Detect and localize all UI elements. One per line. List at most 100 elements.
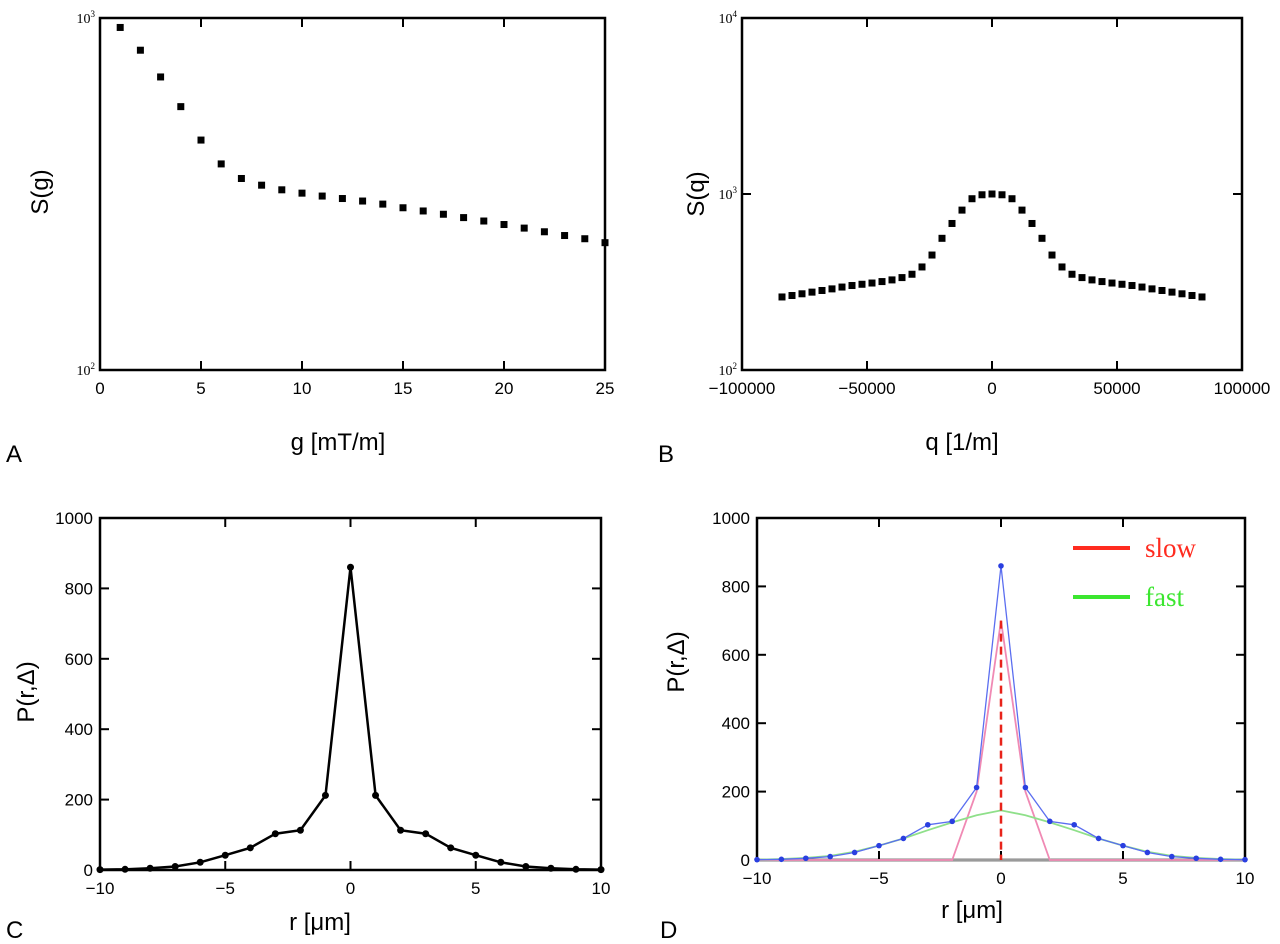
panel-d-total-point [754,856,760,863]
panel-d-ytick-label: 600 [722,646,750,665]
panel-d-xtick-label: 5 [1118,869,1127,888]
panel-d-total-point [1022,784,1029,791]
panel-a-xlabel: g [mT/m] [291,429,386,456]
panel-b-data-point [818,286,826,294]
panel-c-chart: −10 −5 0 5 10 0 200 400 600 800 1000 [55,509,610,898]
panel-b-xtick-label: 0 [987,379,996,398]
panel-b-data-point [788,292,796,300]
panel-a-data-point [197,136,205,144]
panel-d-ytick-label: 0 [741,851,750,870]
panel-b-data-point [978,191,986,199]
panel-d-total-point [803,855,809,862]
panel-b-data-point [1028,219,1036,227]
panel-b-data-point [1138,283,1146,291]
panel-b-data-point [878,278,886,286]
panel-a-data-point [116,23,124,31]
panel-a-data-point [157,73,165,81]
panel-a-xtick-label: 0 [95,379,104,398]
panel-c-xtick-label: 0 [346,879,355,898]
panel-c-data-point [221,851,229,859]
panel-c-ytick-label: 400 [65,720,93,739]
panel-c-ylabel: P(r,Δ) [13,661,40,722]
panel-a-chart: 0 5 10 15 20 25 102 103 [77,9,615,398]
panel-a-data-point [258,181,266,189]
panel-label-c: C [6,917,23,944]
panel-c-xtick-label: 10 [592,879,611,898]
panel-b-data-point [1118,280,1126,288]
panel-a-data-point [318,192,326,200]
panel-c-xtick-label: −5 [216,879,235,898]
panel-b-data-point [1058,263,1066,271]
panel-b-xtick-label: 50000 [1093,379,1140,398]
panel-b-data-point [828,285,836,293]
panel-a-ylabel: S(g) [27,169,54,214]
panel-a-xtick-label: 10 [293,379,312,398]
panel-b-data-point [938,234,946,242]
panel-b-data-point [1128,282,1136,290]
panel-b-chart: −100000 −50000 0 50000 100000 102 103 104 [709,9,1271,398]
panel-d-total-point [1193,855,1199,862]
panel-b-data-point [918,263,926,271]
panel-c-data-point [121,865,129,873]
panel-b-data-point [998,191,1006,199]
panel-c-data-point [347,563,354,571]
panel-b-data-point [1078,274,1086,282]
panel-d-xtick-label: 10 [1236,869,1255,888]
panel-c-xlabel: r [μm] [289,909,351,936]
panel-a-xtick-label: 15 [394,379,413,398]
panel-c-data-point [472,851,480,859]
panel-b-data-point [858,280,866,288]
panel-c-data-point [497,858,505,866]
panel-c-xtick-label: −10 [86,879,115,898]
panel-a-data-point [439,210,447,218]
panel-b-xtick-label: −100000 [709,379,776,398]
panel-b-data-point [908,270,916,278]
panel-a-data-point [520,224,528,232]
panel-a-data-point [581,235,589,243]
panel-a-data-point [379,200,387,208]
panel-b-xlabel: q [1/m] [925,429,998,456]
panel-b-data-point [1198,293,1206,301]
panel-c-data-point [522,862,530,870]
panel-a-data-point [136,46,144,54]
panel-d-chart: −10 −5 0 5 10 0 200 400 600 800 1000 [712,509,1254,888]
panel-a-xtick-label: 25 [596,379,615,398]
panel-a-data-point [419,207,427,215]
panel-a-data-point [177,103,185,111]
panel-b-data-point [928,251,936,259]
panel-a-data-point [480,217,488,225]
panel-b-data-point [778,293,786,301]
panel-label-b: B [658,441,674,468]
panel-b-ytick-label: 102 [719,361,738,379]
panel-b-data-point [838,283,846,291]
panel-b-ytick-label: 104 [719,9,738,27]
panel-b-data-point [988,190,996,198]
panel-d-ytick-label: 200 [722,783,750,802]
panel-d-total-point [1169,853,1175,860]
panel-b-data-point [1018,206,1026,214]
panel-a-data-point [278,186,286,194]
panel-label-d: D [660,917,677,944]
panel-c-data-point [96,866,104,874]
panel-c-xtick-label: 5 [471,879,480,898]
panel-b-data-point [1008,195,1016,203]
panel-d-total-point [1095,835,1102,842]
panel-b-data-point [948,219,956,227]
panel-c-data-point [597,866,605,874]
panel-d-total-point [900,835,907,842]
panel-d-ylabel: P(r,Δ) [663,631,690,692]
panel-c-ytick-label: 0 [84,861,93,880]
panel-a-data-point [500,221,508,229]
panel-b-data-point [1148,285,1156,293]
panel-d-ytick-label: 400 [722,714,750,733]
panel-b-ylabel: S(q) [683,171,710,216]
panel-d-total-point [1071,821,1077,828]
panel-c-data-point [397,826,405,834]
panel-a-xtick-label: 20 [495,379,514,398]
panel-c-data-point [296,826,304,834]
panel-b-data-point [968,195,976,203]
panel-b-ytick-label: 103 [719,185,738,203]
panel-c-series-line [99,567,602,871]
panel-label-a: A [6,441,22,468]
panel-b-data-point [848,282,856,290]
